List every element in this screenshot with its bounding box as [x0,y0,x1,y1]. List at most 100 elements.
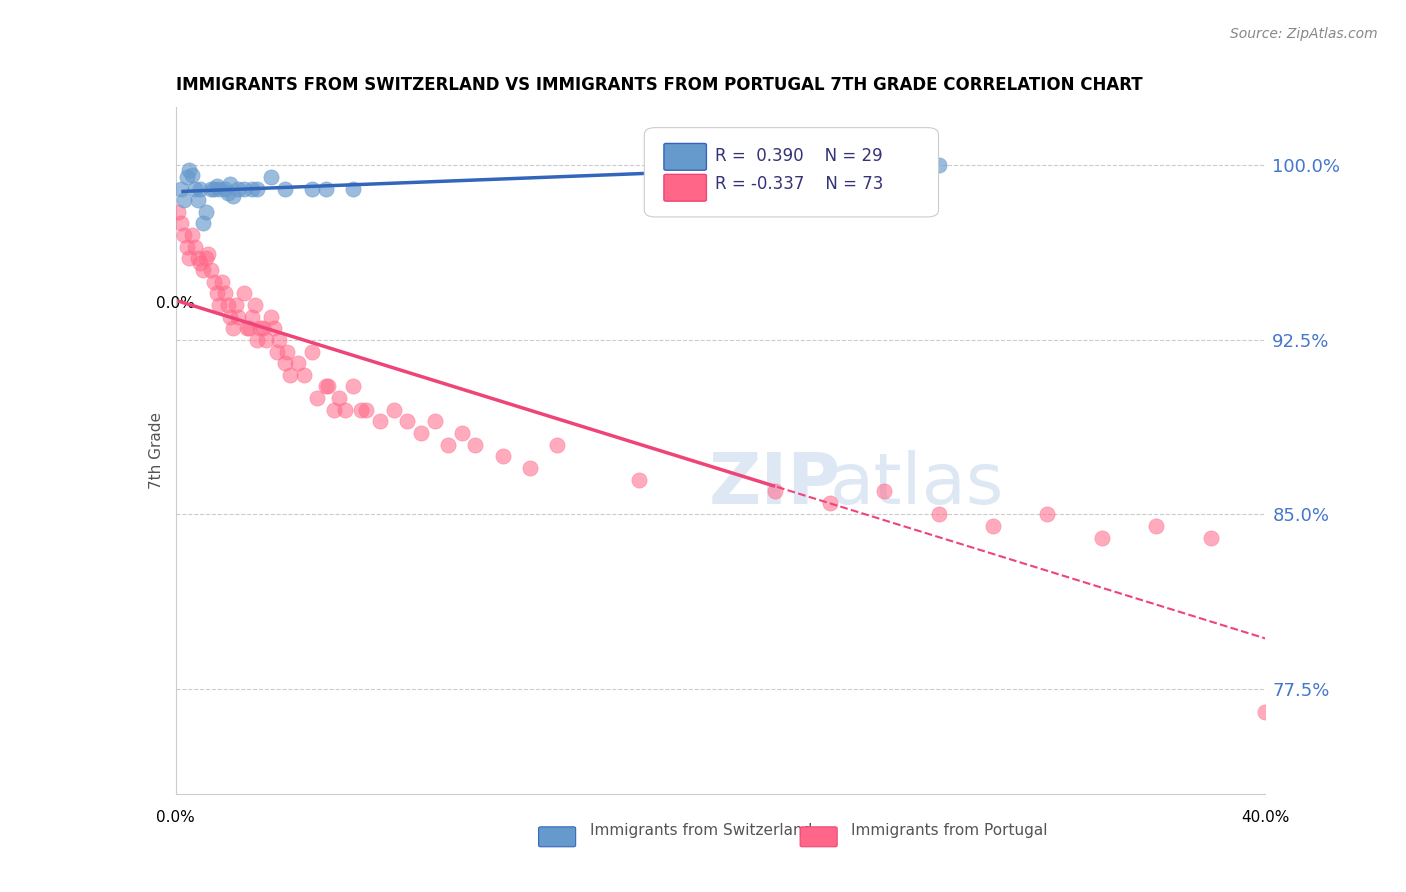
Point [219,310,242,324]
Point [260,310,283,324]
Point [179,252,201,266]
Point [232,181,254,195]
Point [322,402,344,417]
Point [222,188,245,202]
Point [205,179,228,194]
Text: Immigrants from Portugal: Immigrants from Portugal [852,823,1047,838]
Point [301,181,323,195]
Point [274,181,297,195]
Point [176,240,198,254]
Point [287,356,309,370]
Point [240,310,263,324]
Point [252,321,274,335]
Point [246,333,269,347]
Point [222,321,245,335]
Point [333,402,356,417]
Point [181,168,204,182]
Point [217,186,239,201]
Point [546,437,568,451]
Text: atlas: atlas [830,450,1004,519]
Y-axis label: 7th Grade: 7th Grade [149,412,165,489]
Point [396,414,419,428]
Point [214,181,236,195]
Point [350,402,373,417]
Point [197,246,219,260]
Point [194,204,217,219]
Point [368,414,391,428]
Point [278,368,301,382]
Text: IMMIGRANTS FROM SWITZERLAND VS IMMIGRANTS FROM PORTUGAL 7TH GRADE CORRELATION CH: IMMIGRANTS FROM SWITZERLAND VS IMMIGRANT… [176,77,1142,95]
Point [240,181,263,195]
Point [208,181,231,195]
Point [228,310,250,324]
Point [763,484,786,499]
Point [981,519,1004,533]
Point [225,298,247,312]
Point [235,321,257,335]
Point [186,252,209,266]
Point [260,169,283,184]
Text: Source: ZipAtlas.com: Source: ZipAtlas.com [1230,27,1378,41]
Point [214,286,236,301]
Point [170,181,193,195]
Point [263,321,285,335]
Point [423,414,446,428]
Point [627,473,650,487]
Point [243,298,266,312]
Point [307,391,329,405]
Point [266,344,288,359]
Point [208,298,231,312]
Point [318,379,340,393]
Point [315,379,337,393]
Point [818,496,841,510]
Point [873,484,896,499]
Point [342,379,364,393]
Point [246,181,269,195]
Point [184,240,207,254]
Point [194,252,217,266]
Point [1199,531,1222,545]
Point [191,217,214,231]
Point [217,298,239,312]
FancyBboxPatch shape [664,144,706,170]
Point [492,450,515,464]
Point [1036,508,1059,522]
FancyBboxPatch shape [664,174,706,201]
Point [200,263,222,277]
Text: Immigrants from Switzerland: Immigrants from Switzerland [591,823,813,838]
Point [269,333,291,347]
Point [450,425,472,440]
Point [301,344,323,359]
Point [167,204,190,219]
Point [274,356,297,370]
Text: R = -0.337    N = 73: R = -0.337 N = 73 [716,175,883,193]
FancyBboxPatch shape [800,827,837,847]
Point [328,391,350,405]
Point [181,228,204,243]
Point [219,177,242,191]
Point [928,158,950,172]
Point [173,193,195,207]
Point [928,508,950,522]
Point [202,181,225,195]
Point [276,344,298,359]
Text: R =  0.390    N = 29: R = 0.390 N = 29 [716,147,883,166]
Point [1254,706,1277,720]
Point [188,181,211,195]
Point [292,368,315,382]
Point [409,425,432,440]
Point [176,169,198,184]
Point [211,275,233,289]
Point [1144,519,1167,533]
Point [186,193,209,207]
Text: 0.0%: 0.0% [156,810,195,825]
Point [519,461,541,475]
Point [179,162,201,177]
Point [342,181,364,195]
Point [315,181,337,195]
Text: 40.0%: 40.0% [1241,810,1289,825]
Point [228,181,250,195]
Point [200,181,222,195]
Point [173,228,195,243]
Point [655,158,678,172]
